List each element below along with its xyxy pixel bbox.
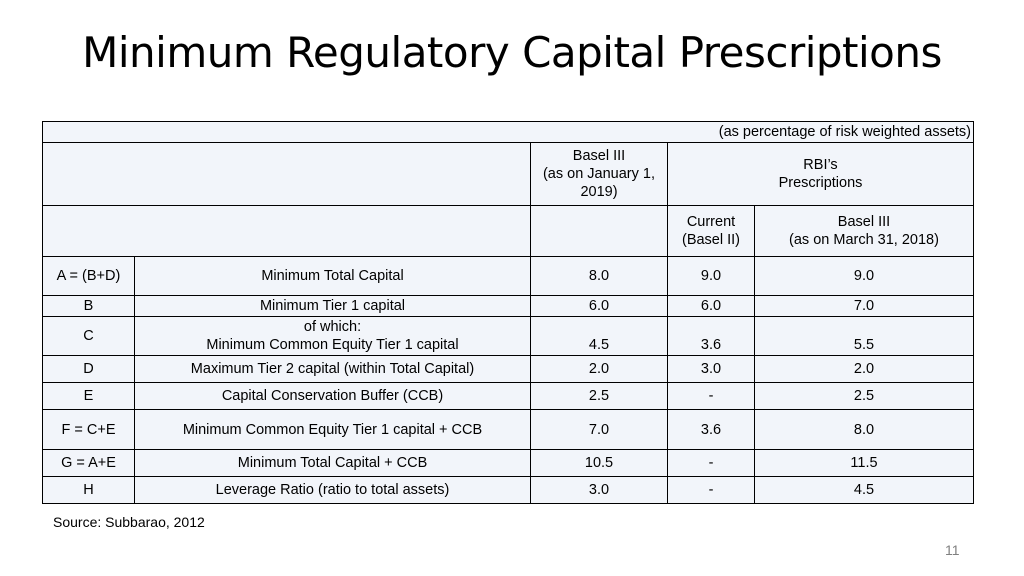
header-blank [42,142,531,206]
row-code: D [42,355,135,383]
row-rbi: 8.0 [754,409,974,450]
row-basel: 4.5 [530,316,668,356]
header-rbi-line2: Prescriptions [778,175,863,191]
slide-title: Minimum Regulatory Capital Prescriptions [82,28,942,77]
row-code: G = A+E [42,449,135,477]
header-basel-iii-line3: 2019) [580,184,618,200]
header-rbi-basel: Basel III (as on March 31, 2018) [754,205,974,257]
row-basel: 3.0 [530,476,668,504]
row-rbi: 4.5 [754,476,974,504]
row-current: 6.0 [667,295,755,317]
row-item: Minimum Total Capital + CCB [134,449,531,477]
header-rbi-basel-line2: (as on March 31, 2018) [789,232,939,248]
row-current: - [667,449,755,477]
row-current: - [667,382,755,410]
header-rbi-line1: RBI’s [803,157,838,173]
header-rbi-basel-line1: Basel III [837,214,891,230]
header-basel-iii-line2: (as on January 1, [542,166,656,182]
header-basel-iii-line1: Basel III [572,148,626,164]
header-blank-3 [530,205,668,257]
table-note-row: (as percentage of risk weighted assets) [42,121,974,143]
row-item: Minimum Tier 1 capital [134,295,531,317]
capital-table: (as percentage of risk weighted assets) … [42,121,974,504]
row-code: B [42,295,135,317]
table-row: E Capital Conservation Buffer (CCB) 2.5 … [42,382,974,410]
row-code: F = C+E [42,409,135,450]
row-item: Minimum Total Capital [134,256,531,296]
row-rbi: 9.0 [754,256,974,296]
row-basel: 6.0 [530,295,668,317]
row-current: 3.0 [667,355,755,383]
row-code: C [42,316,135,356]
page-number: 11 [945,542,960,558]
header-blank-2 [42,205,531,257]
table-row: D Maximum Tier 2 capital (within Total C… [42,355,974,383]
table-row: A = (B+D) Minimum Total Capital 8.0 9.0 … [42,256,974,296]
row-item: Leverage Ratio (ratio to total assets) [134,476,531,504]
row-rbi: 2.5 [754,382,974,410]
row-current: - [667,476,755,504]
header-basel-iii: Basel III (as on January 1, 2019) [530,142,668,206]
table-row: F = C+E Minimum Common Equity Tier 1 cap… [42,409,974,450]
row-basel: 2.5 [530,382,668,410]
header-row-1: Basel III (as on January 1, 2019) RBI’s … [42,142,974,206]
table-row: C of which: Minimum Common Equity Tier 1… [42,316,974,356]
table-row: H Leverage Ratio (ratio to total assets)… [42,476,974,504]
source-citation: Source: Subbarao, 2012 [53,514,205,530]
row-item: of which: Minimum Common Equity Tier 1 c… [134,316,531,356]
row-basel: 7.0 [530,409,668,450]
row-item-line2: Minimum Common Equity Tier 1 capital [206,337,459,353]
header-current: Current (Basel II) [667,205,755,257]
header-rbi: RBI’s Prescriptions [667,142,974,206]
table-row: B Minimum Tier 1 capital 6.0 6.0 7.0 [42,295,974,317]
row-current: 3.6 [667,409,755,450]
row-item: Capital Conservation Buffer (CCB) [134,382,531,410]
row-rbi: 5.5 [754,316,974,356]
row-basel: 8.0 [530,256,668,296]
row-code: A = (B+D) [42,256,135,296]
header-row-2: Current (Basel II) Basel III (as on Marc… [42,205,974,257]
row-rbi: 7.0 [754,295,974,317]
row-code: E [42,382,135,410]
row-code: H [42,476,135,504]
table-note: (as percentage of risk weighted assets) [42,121,974,143]
row-item: Maximum Tier 2 capital (within Total Cap… [134,355,531,383]
row-current: 9.0 [667,256,755,296]
row-current: 3.6 [667,316,755,356]
row-basel: 10.5 [530,449,668,477]
header-current-line1: Current [686,214,736,230]
row-item: Minimum Common Equity Tier 1 capital + C… [134,409,531,450]
row-basel: 2.0 [530,355,668,383]
header-current-line2: (Basel II) [681,232,740,248]
table-row: G = A+E Minimum Total Capital + CCB 10.5… [42,449,974,477]
row-rbi: 11.5 [754,449,974,477]
row-item-line1: of which: [303,319,362,335]
row-rbi: 2.0 [754,355,974,383]
